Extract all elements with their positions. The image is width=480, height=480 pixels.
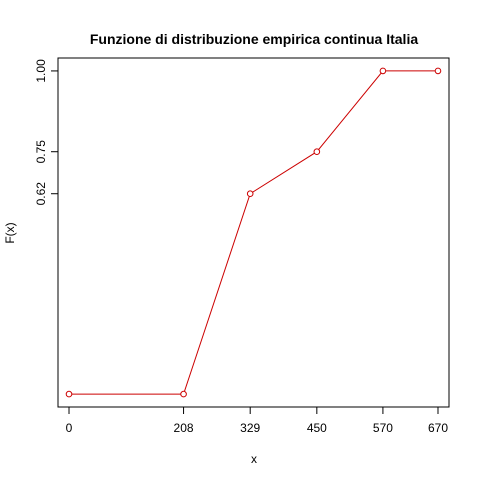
data-point <box>246 190 254 198</box>
x-axis-label: x <box>251 452 257 466</box>
x-tick-label: 0 <box>66 421 73 435</box>
data-point <box>379 67 387 75</box>
x-axis: 0 208 329 450 570 670 <box>66 406 448 435</box>
series-line <box>69 70 438 395</box>
data-point <box>180 390 187 398</box>
chart-title: Funzione di distribuzione empirica conti… <box>90 31 418 47</box>
y-axis: 0.62 0.75 1.00 <box>34 59 59 206</box>
y-tick-label: 0.75 <box>34 140 48 164</box>
x-tick-label: 208 <box>174 421 194 435</box>
y-tick-label: 1.00 <box>34 59 48 83</box>
x-tick-label: 570 <box>373 421 393 435</box>
y-axis-label: F(x) <box>3 222 17 243</box>
data-point <box>65 390 73 398</box>
x-tick-label: 670 <box>428 421 448 435</box>
data-point <box>313 148 321 156</box>
data-point <box>434 67 442 75</box>
x-tick-label: 329 <box>240 421 260 435</box>
y-tick-label: 0.62 <box>34 182 48 206</box>
x-tick-label: 450 <box>307 421 327 435</box>
series-ecdf <box>65 67 442 398</box>
